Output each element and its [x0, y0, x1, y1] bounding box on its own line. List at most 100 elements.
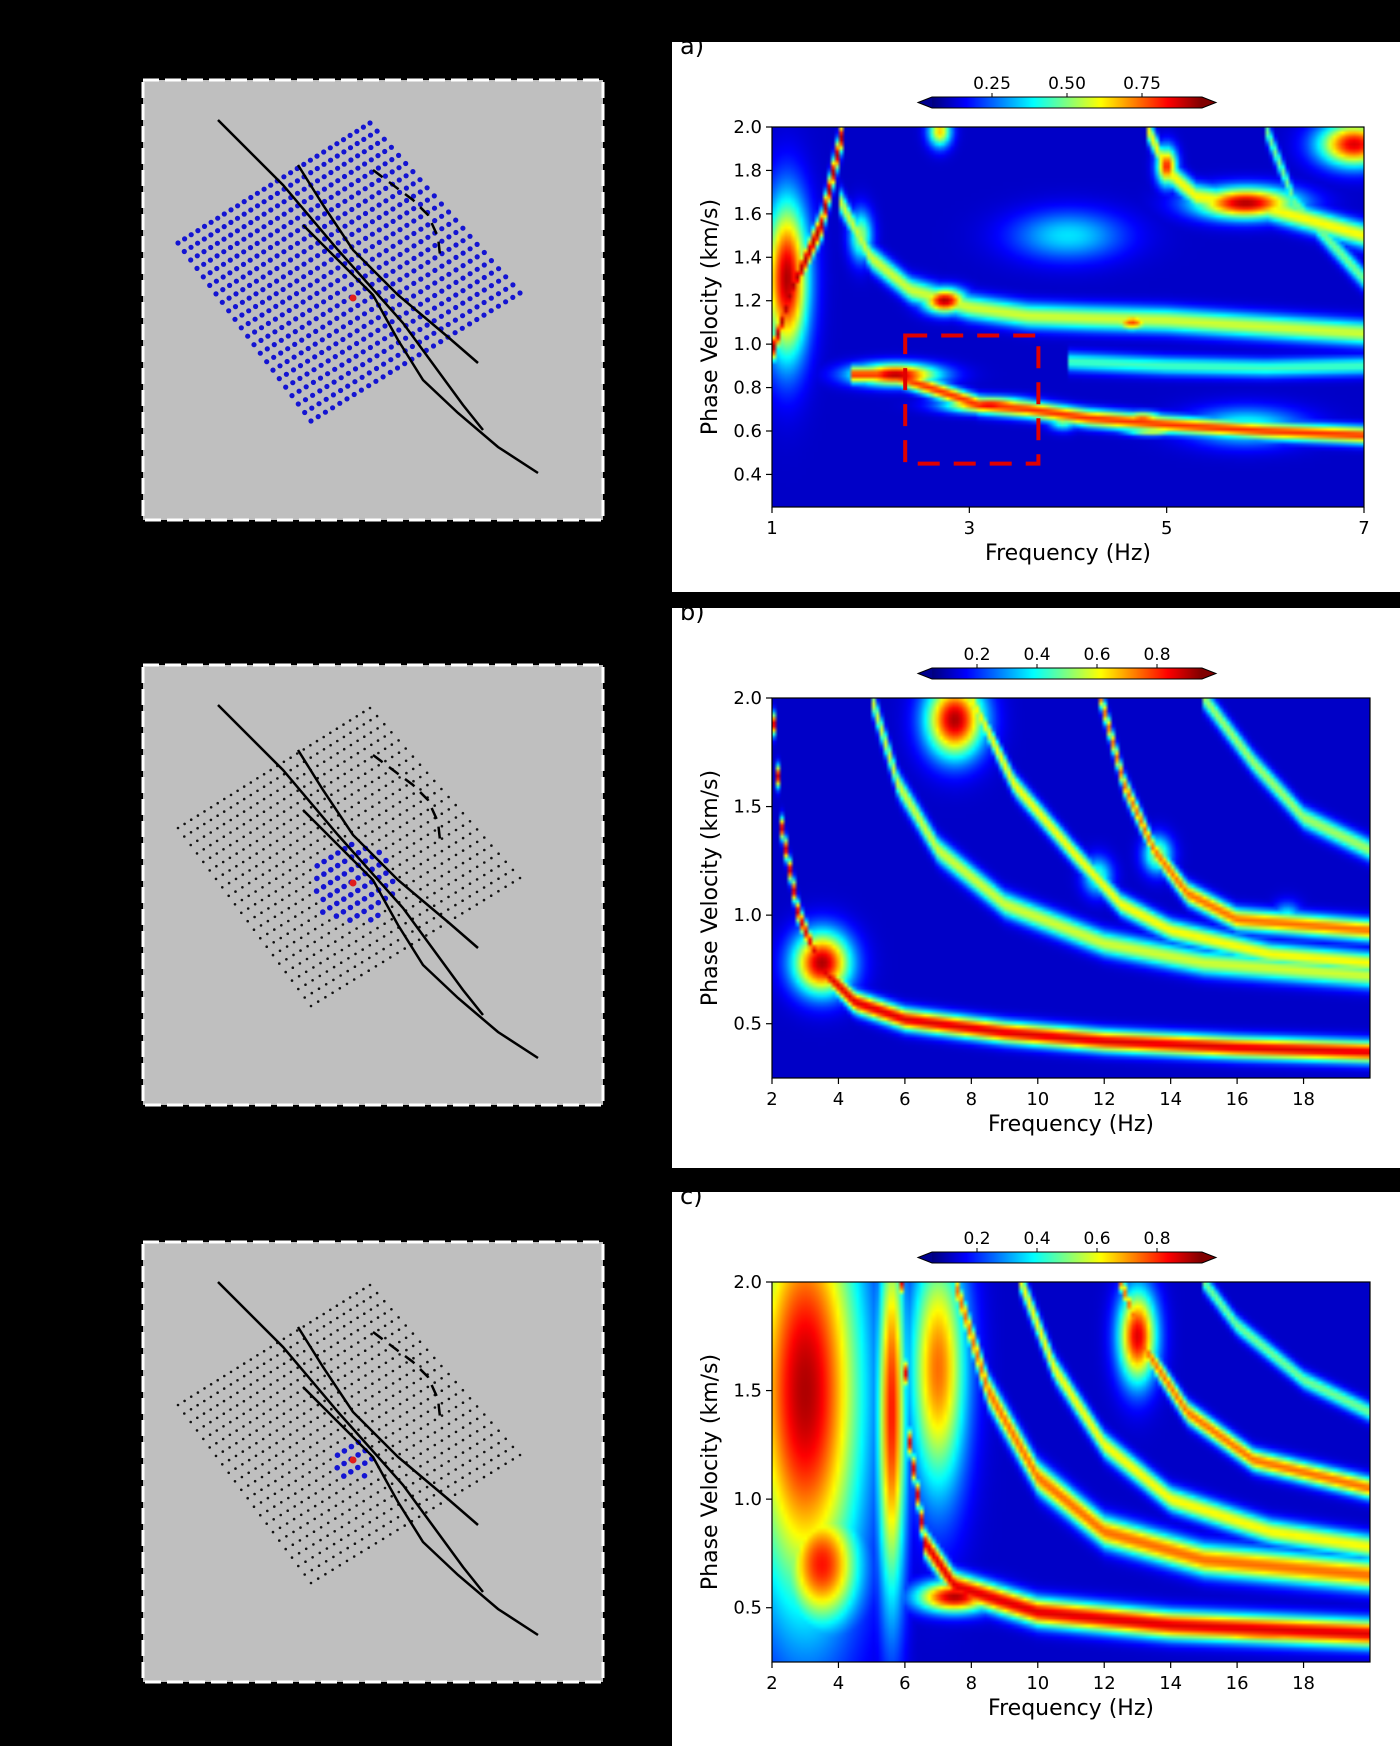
station-dot: [356, 764, 360, 767]
station-dot: [511, 1458, 515, 1461]
station-dot: [280, 299, 286, 305]
y-tick-label: 1.8: [733, 160, 762, 181]
station-dot: [248, 1433, 252, 1437]
station-dot: [405, 1398, 409, 1401]
station-dot: [241, 1450, 245, 1453]
y-tick-label: 0.6: [733, 421, 762, 442]
station-dot: [497, 1429, 500, 1432]
station-dot: [309, 843, 313, 847]
station-dot: [310, 379, 316, 385]
station-dot: [366, 370, 372, 376]
station-dot: [362, 723, 366, 726]
station-dot: [384, 1448, 388, 1452]
station-dot: [175, 240, 181, 246]
station-dot: [355, 1452, 361, 1458]
station-dot: [496, 278, 502, 284]
station-dot: [282, 848, 285, 851]
station-dot: [336, 1353, 340, 1357]
station-dot: [375, 899, 382, 906]
station-dot: [207, 270, 213, 276]
station-dot: [461, 849, 465, 852]
station-dot: [350, 818, 354, 821]
station-dot: [375, 140, 381, 146]
station-dot: [461, 1426, 465, 1429]
station-dot: [390, 268, 396, 274]
station-dot: [343, 834, 347, 838]
station-dot: [227, 282, 233, 288]
station-dot: [357, 1378, 360, 1381]
station-dot: [425, 247, 431, 253]
station-dot: [254, 1467, 257, 1470]
station-dot: [431, 205, 438, 211]
station-dot: [334, 888, 340, 894]
station-dot: [377, 751, 380, 755]
station-dot: [398, 825, 402, 829]
station-dot: [229, 1370, 233, 1374]
station-dot: [282, 1387, 286, 1390]
station-dot: [475, 903, 479, 906]
station-dot: [481, 299, 487, 306]
station-dot: [208, 869, 211, 872]
station-dot: [209, 1395, 213, 1399]
station-dot: [383, 273, 389, 279]
station-dot: [209, 1420, 212, 1424]
station-dot: [381, 136, 387, 142]
station-dot: [348, 1495, 352, 1499]
station-dot: [282, 1412, 286, 1415]
station-dot: [405, 1448, 409, 1452]
map-frame: [143, 1242, 603, 1682]
station-dot: [323, 396, 329, 402]
station-dot: [454, 1418, 458, 1421]
station-dot: [382, 323, 388, 329]
station-dot: [276, 1391, 279, 1395]
station-dot: [249, 818, 252, 822]
station-dot: [483, 1413, 486, 1416]
station-dot: [424, 185, 430, 191]
station-dot: [342, 1312, 346, 1316]
station-dot: [315, 414, 321, 420]
station-dot: [369, 181, 375, 188]
station-dot: [311, 1556, 314, 1559]
station-dot: [336, 789, 340, 792]
station-dot: [517, 290, 523, 296]
station-dot: [299, 1526, 302, 1529]
station-dot: [345, 383, 351, 389]
station-dot: [313, 940, 316, 944]
station-dot: [311, 979, 314, 982]
station-dot: [440, 1464, 443, 1467]
station-dot: [368, 157, 374, 163]
station-dot: [322, 760, 326, 763]
station-dot: [376, 926, 379, 930]
station-dot: [301, 249, 307, 255]
station-dot: [369, 219, 375, 225]
station-dot: [302, 1437, 305, 1440]
station-dot: [349, 1308, 352, 1311]
station-dot: [461, 874, 465, 877]
station-dot: [390, 1507, 393, 1511]
station-dot: [368, 144, 374, 151]
station-dot: [346, 345, 353, 351]
station-dot: [355, 727, 359, 730]
station-dot: [377, 1365, 381, 1369]
station-dot: [390, 918, 393, 921]
station-dot: [383, 223, 389, 229]
station-dot: [388, 344, 394, 350]
station-dot: [240, 898, 244, 902]
station-dot: [349, 1333, 353, 1336]
station-dot: [433, 1431, 437, 1434]
station-dot: [350, 768, 353, 771]
station-dot: [356, 202, 362, 208]
station-dot: [432, 917, 436, 920]
station-dot: [234, 266, 240, 272]
station-dot: [461, 912, 464, 915]
station-dot: [377, 1328, 380, 1332]
spectrum-panel-b: b) 2 4 6 8 10 12 14 16 18 0.5 1.0 1.5 2.0 Frequency (…: [672, 598, 1400, 1168]
station-dot: [329, 756, 333, 759]
station-dot: [447, 820, 451, 824]
station-dot: [285, 1535, 288, 1538]
station-dot: [272, 316, 278, 322]
station-dot: [262, 848, 265, 851]
station-dot: [202, 835, 206, 838]
station-dot: [215, 1429, 219, 1432]
station-dot: [446, 271, 452, 277]
